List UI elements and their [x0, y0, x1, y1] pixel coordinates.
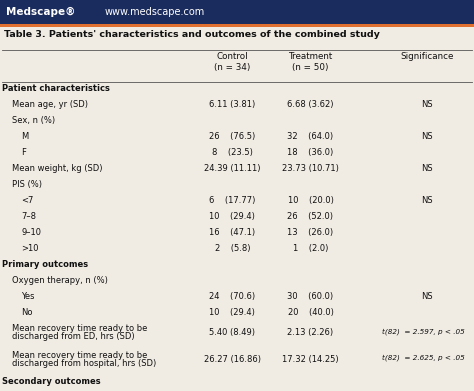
FancyBboxPatch shape — [0, 24, 474, 27]
Text: M: M — [21, 132, 28, 141]
Text: 26    (76.5): 26 (76.5) — [209, 132, 255, 141]
Text: Mean age, yr (SD): Mean age, yr (SD) — [12, 100, 88, 109]
Text: NS: NS — [421, 196, 432, 205]
Text: 6.68 (3.62): 6.68 (3.62) — [287, 100, 334, 109]
Text: 6    (17.77): 6 (17.77) — [209, 196, 255, 205]
Text: 9–10: 9–10 — [21, 228, 41, 237]
Text: 26    (52.0): 26 (52.0) — [287, 212, 334, 221]
Text: Table 3. Patients' characteristics and outcomes of the combined study: Table 3. Patients' characteristics and o… — [4, 30, 380, 39]
Text: NS: NS — [421, 164, 432, 173]
Text: 5.40 (8.49): 5.40 (8.49) — [209, 328, 255, 337]
Text: Medscape®: Medscape® — [6, 7, 75, 17]
Text: NS: NS — [421, 132, 432, 141]
Text: 10    (29.4): 10 (29.4) — [210, 308, 255, 317]
Text: discharged from hospital, hrs (SD): discharged from hospital, hrs (SD) — [12, 359, 156, 368]
Text: 2.13 (2.26): 2.13 (2.26) — [287, 328, 334, 337]
Text: 2    (5.8): 2 (5.8) — [215, 244, 250, 253]
Text: 10    (29.4): 10 (29.4) — [210, 212, 255, 221]
Text: 18    (36.0): 18 (36.0) — [287, 148, 334, 157]
Text: NS: NS — [421, 100, 432, 109]
Text: No: No — [21, 308, 33, 317]
Text: Significance: Significance — [400, 52, 453, 61]
Text: 20    (40.0): 20 (40.0) — [288, 308, 333, 317]
Text: >10: >10 — [21, 244, 39, 253]
Text: 23.73 (10.71): 23.73 (10.71) — [282, 164, 339, 173]
Text: 10    (20.0): 10 (20.0) — [288, 196, 333, 205]
Text: Patient characteristics: Patient characteristics — [2, 84, 110, 93]
Text: t(82)  = 2.597, p < .05: t(82) = 2.597, p < .05 — [382, 328, 465, 335]
Text: www.medscape.com: www.medscape.com — [104, 7, 204, 17]
Text: 16    (47.1): 16 (47.1) — [209, 228, 255, 237]
Text: Mean recovery time ready to be: Mean recovery time ready to be — [12, 351, 147, 360]
Text: 13    (26.0): 13 (26.0) — [287, 228, 334, 237]
Text: Mean recovery time ready to be: Mean recovery time ready to be — [12, 324, 147, 333]
Text: t(82)  = 2.625, p < .05: t(82) = 2.625, p < .05 — [382, 355, 465, 361]
Text: F: F — [21, 148, 26, 157]
Text: discharged from ED, hrs (SD): discharged from ED, hrs (SD) — [12, 332, 135, 341]
Text: Control
(n = 34): Control (n = 34) — [214, 52, 250, 72]
Text: 8    (23.5): 8 (23.5) — [212, 148, 253, 157]
Text: 32    (64.0): 32 (64.0) — [287, 132, 334, 141]
FancyBboxPatch shape — [0, 0, 474, 24]
Text: 24    (70.6): 24 (70.6) — [209, 292, 255, 301]
Text: Sex, n (%): Sex, n (%) — [12, 116, 55, 125]
Text: 30    (60.0): 30 (60.0) — [287, 292, 334, 301]
Text: 6.11 (3.81): 6.11 (3.81) — [209, 100, 255, 109]
Text: NS: NS — [421, 292, 432, 301]
Text: Secondary outcomes: Secondary outcomes — [2, 377, 101, 386]
Text: Oxygen therapy, n (%): Oxygen therapy, n (%) — [12, 276, 108, 285]
Text: <7: <7 — [21, 196, 34, 205]
Text: Primary outcomes: Primary outcomes — [2, 260, 89, 269]
Text: Yes: Yes — [21, 292, 35, 301]
Text: Mean weight, kg (SD): Mean weight, kg (SD) — [12, 164, 102, 173]
Text: Treatment
(n = 50): Treatment (n = 50) — [288, 52, 333, 72]
Text: 17.32 (14.25): 17.32 (14.25) — [282, 355, 339, 364]
Text: 1    (2.0): 1 (2.0) — [293, 244, 328, 253]
Text: PIS (%): PIS (%) — [12, 180, 42, 189]
Text: 7–8: 7–8 — [21, 212, 36, 221]
Text: 26.27 (16.86): 26.27 (16.86) — [204, 355, 261, 364]
Text: 24.39 (11.11): 24.39 (11.11) — [204, 164, 261, 173]
